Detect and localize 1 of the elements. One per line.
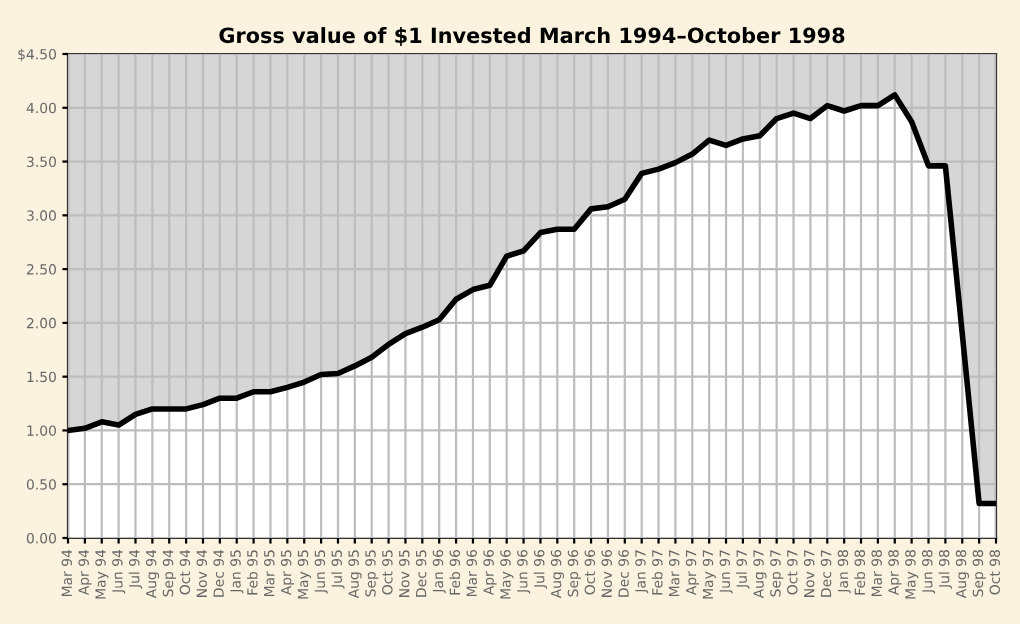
chart-title: Gross value of $1 Invested March 1994–October 1998 bbox=[219, 27, 845, 46]
